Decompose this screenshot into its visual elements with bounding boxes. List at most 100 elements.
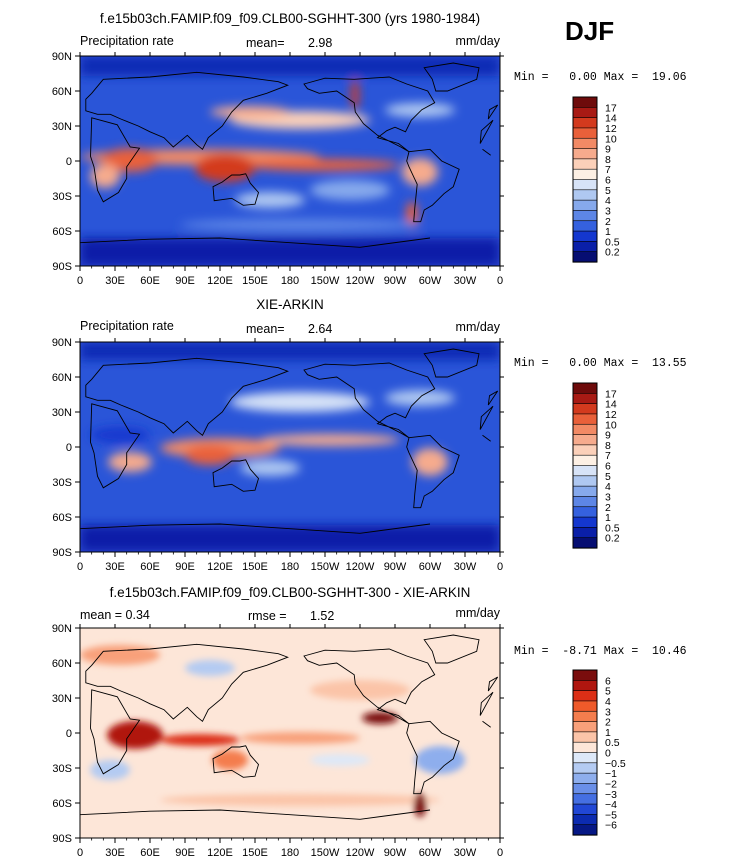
- map-field: [80, 628, 500, 838]
- x-tick-label: 30E: [105, 847, 125, 859]
- colorbar-label: 17: [605, 102, 617, 114]
- colorbar-swatch: [572, 241, 598, 253]
- colorbar-label: 7: [605, 450, 611, 462]
- map-field: [80, 56, 500, 266]
- panel-title: f.e15b03ch.FAMIP.f09_f09.CLB00-SGHHT-300…: [110, 585, 471, 600]
- coastline-path: [482, 434, 491, 442]
- colorbar-frame: [572, 669, 598, 836]
- x-tick-label: 120E: [207, 847, 233, 859]
- colorbar-label: 6: [605, 175, 611, 187]
- x-tick-label: 30W: [454, 561, 477, 573]
- colorbar-swatch: [572, 700, 598, 712]
- x-tick-label: 30E: [105, 275, 125, 287]
- stat-label: mean=: [246, 322, 285, 336]
- colorbar-swatch: [572, 137, 598, 150]
- colorbar-label: 0: [605, 748, 611, 760]
- x-tick-label: 120E: [207, 561, 233, 573]
- colorbar-swatch: [572, 496, 598, 508]
- coastline-path: [85, 643, 289, 722]
- colorbar-frame: [572, 382, 598, 549]
- x-tick-label: 150E: [242, 847, 268, 859]
- x-tick-label: 90W: [384, 847, 407, 859]
- x-tick-label: 90W: [384, 275, 407, 287]
- colorbar-label: 1: [605, 512, 611, 524]
- y-tick-label: 30S: [52, 477, 72, 489]
- colorbar-swatch: [572, 824, 598, 836]
- x-tick-label: 0: [497, 275, 503, 287]
- colorbar-swatch: [572, 803, 598, 815]
- colorbar-label: 8: [605, 154, 611, 166]
- x-tick-label: 120W: [346, 561, 375, 573]
- coastline-path: [487, 104, 499, 120]
- x-tick-label: 30E: [105, 561, 125, 573]
- x-tick-label: 150E: [242, 561, 268, 573]
- colorbar-label: 6: [605, 461, 611, 473]
- x-tick-label: 150W: [311, 847, 340, 859]
- colorbar-swatch: [572, 741, 598, 754]
- y-tick-label: 90N: [52, 51, 72, 63]
- x-tick-label: 180: [281, 275, 299, 287]
- coastline-path: [482, 720, 491, 728]
- colorbar-swatch: [572, 485, 598, 498]
- colorbar-label: 6: [605, 675, 611, 687]
- coastline-path: [423, 62, 480, 92]
- x-tick-label: 0: [77, 561, 83, 573]
- y-tick-label: 90N: [52, 623, 72, 635]
- colorbar-label: −0.5: [605, 758, 626, 770]
- coastline-path: [479, 119, 494, 144]
- season-label: DJF: [565, 16, 614, 46]
- colorbar-label: 0.2: [605, 247, 620, 259]
- colorbar-label: 5: [605, 471, 611, 483]
- coastline-path: [289, 809, 431, 820]
- colorbar-swatch: [572, 669, 598, 681]
- x-tick-label: 60W: [419, 561, 442, 573]
- colorbar-label: 4: [605, 195, 611, 207]
- colorbar-label: 3: [605, 205, 611, 217]
- colorbar-swatch: [572, 220, 598, 232]
- coastline-path: [487, 390, 499, 406]
- field-label: mean = 0.34: [80, 608, 150, 622]
- colorbar-swatch: [572, 475, 598, 487]
- colorbar-label: 4: [605, 696, 611, 708]
- stat-value: 2.98: [308, 36, 332, 50]
- colorbar-swatch: [572, 690, 598, 702]
- colorbar-label: 0.2: [605, 533, 620, 545]
- coastline-path: [212, 745, 260, 778]
- y-tick-label: 90S: [52, 547, 72, 559]
- colorbar-label: 0.5: [605, 737, 620, 749]
- colorbar-swatch: [572, 710, 598, 723]
- y-tick-label: 60S: [52, 512, 72, 524]
- coastline-path: [212, 173, 260, 206]
- colorbar-label: 1: [605, 226, 611, 238]
- x-tick-label: 30W: [454, 275, 477, 287]
- y-tick-label: 30N: [52, 121, 72, 133]
- coastline-path: [80, 237, 291, 244]
- colorbar-label: 3: [605, 491, 611, 503]
- colorbar-swatch: [572, 107, 598, 119]
- coastline-path: [423, 634, 480, 664]
- coastline-path: [406, 720, 460, 795]
- x-tick-label: 180: [281, 847, 299, 859]
- coastline-path: [406, 148, 460, 223]
- field-label: Precipitation rate: [80, 319, 174, 333]
- coastlines: [80, 62, 499, 248]
- colorbar-swatch: [572, 199, 598, 212]
- y-tick-label: 60S: [52, 798, 72, 810]
- colorbar-swatch: [572, 731, 598, 743]
- colorbar-label: 14: [605, 399, 617, 411]
- colorbar-swatch: [572, 168, 598, 181]
- x-tick-label: 60W: [419, 847, 442, 859]
- colorbar-swatch: [572, 382, 598, 394]
- colorbar-swatch: [572, 117, 598, 129]
- panel-obs-precip: XIE-ARKIN Precipitation rate mean= 2.64 …: [52, 297, 504, 573]
- stat-value: 1.52: [310, 609, 334, 623]
- colorbar-label: −5: [605, 809, 617, 821]
- colorbar-swatch: [572, 148, 598, 160]
- colorbar-swatch: [572, 793, 598, 805]
- stat-label: mean=: [246, 36, 285, 50]
- colorbar-swatch: [572, 537, 598, 549]
- y-tick-label: 30N: [52, 407, 72, 419]
- colorbar-label: 10: [605, 419, 617, 431]
